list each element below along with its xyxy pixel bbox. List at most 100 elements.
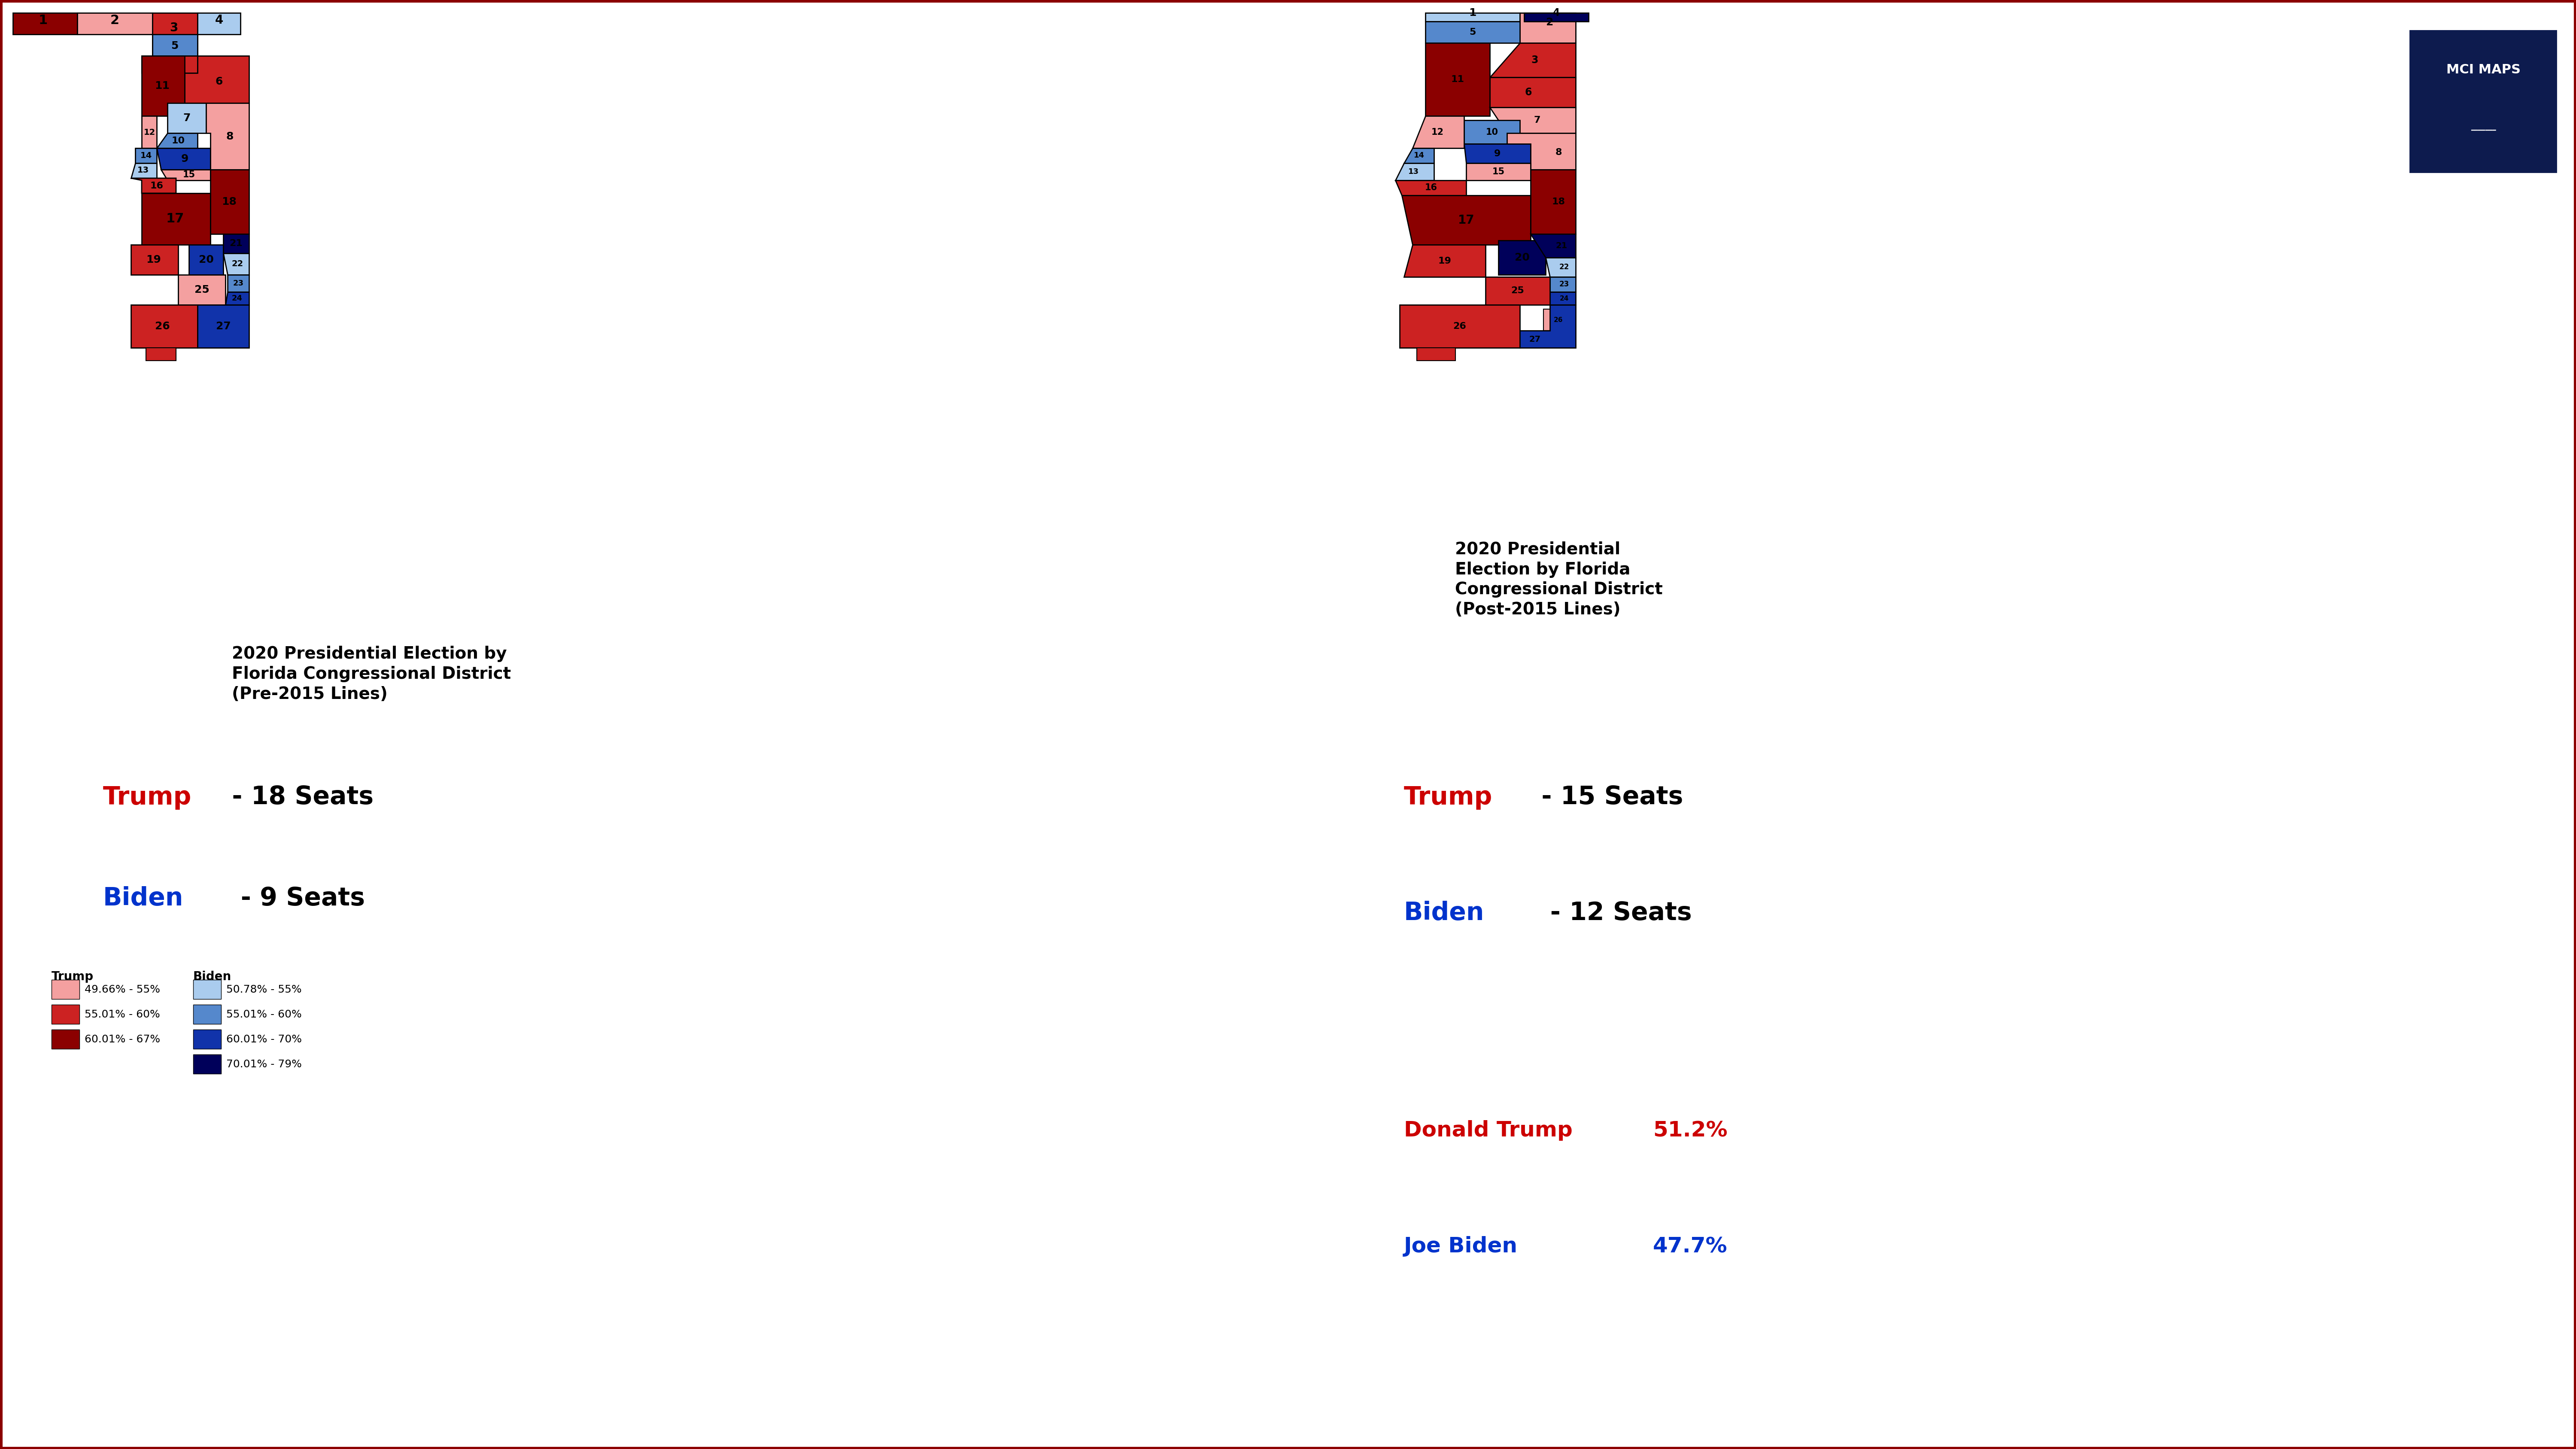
Text: 6: 6 <box>216 77 222 87</box>
Text: 26: 26 <box>155 322 170 332</box>
Polygon shape <box>142 57 185 116</box>
Polygon shape <box>1417 348 1455 361</box>
Bar <box>193 1004 222 1024</box>
Text: 60.01% - 67%: 60.01% - 67% <box>85 1035 160 1045</box>
Polygon shape <box>185 57 250 103</box>
Polygon shape <box>1486 277 1551 304</box>
Text: 23: 23 <box>1558 280 1569 288</box>
Polygon shape <box>142 116 157 148</box>
Text: 27: 27 <box>1530 335 1540 343</box>
Polygon shape <box>1489 107 1577 133</box>
Text: 18: 18 <box>222 197 237 207</box>
Polygon shape <box>131 245 178 275</box>
Text: 2020 Presidential
Election by Florida
Congressional District
(Post-2015 Lines): 2020 Presidential Election by Florida Co… <box>1455 540 1662 619</box>
Polygon shape <box>157 133 198 148</box>
Polygon shape <box>142 57 198 72</box>
Polygon shape <box>227 291 250 304</box>
Text: 51.2%: 51.2% <box>1654 1120 1728 1140</box>
Polygon shape <box>77 13 152 35</box>
Polygon shape <box>1396 164 1435 180</box>
Polygon shape <box>131 178 175 193</box>
Text: ━━━━━━━: ━━━━━━━ <box>2470 128 2496 133</box>
Text: 49.66% - 55%: 49.66% - 55% <box>85 984 160 995</box>
Text: 9: 9 <box>1494 149 1502 158</box>
Text: 16: 16 <box>1425 184 1437 191</box>
Text: Trump: Trump <box>52 971 93 982</box>
Text: Trump: Trump <box>103 785 191 810</box>
Text: 17: 17 <box>1458 214 1473 226</box>
Polygon shape <box>131 164 157 178</box>
Bar <box>193 1055 222 1074</box>
Polygon shape <box>152 13 198 57</box>
Polygon shape <box>1499 241 1546 275</box>
Text: 9: 9 <box>180 154 188 164</box>
Polygon shape <box>160 170 211 180</box>
Polygon shape <box>142 193 211 245</box>
Polygon shape <box>157 148 211 170</box>
Text: 70.01% - 79%: 70.01% - 79% <box>227 1059 301 1069</box>
Text: 25: 25 <box>193 284 209 296</box>
Polygon shape <box>13 13 77 35</box>
Text: 19: 19 <box>1437 256 1450 265</box>
Polygon shape <box>198 13 240 35</box>
Polygon shape <box>1399 304 1520 348</box>
Text: 60.01% - 70%: 60.01% - 70% <box>227 1035 301 1045</box>
Bar <box>52 980 80 998</box>
Polygon shape <box>178 275 227 304</box>
Polygon shape <box>1525 13 1589 22</box>
Text: - 18 Seats: - 18 Seats <box>224 785 374 810</box>
Text: Biden: Biden <box>193 971 232 982</box>
Text: Trump: Trump <box>1404 785 1492 810</box>
Text: 11: 11 <box>1450 75 1463 84</box>
Polygon shape <box>1520 13 1577 43</box>
Text: 15: 15 <box>1492 168 1504 175</box>
Text: 50.78% - 55%: 50.78% - 55% <box>227 984 301 995</box>
Polygon shape <box>1489 77 1577 107</box>
Polygon shape <box>1551 277 1577 291</box>
Polygon shape <box>1530 233 1577 258</box>
Polygon shape <box>1463 120 1520 143</box>
Polygon shape <box>188 245 224 275</box>
Text: 12: 12 <box>1432 128 1443 136</box>
Text: - 12 Seats: - 12 Seats <box>1533 901 1692 926</box>
Text: 8: 8 <box>227 132 234 142</box>
Bar <box>2409 29 2558 174</box>
Polygon shape <box>1412 116 1463 148</box>
Polygon shape <box>211 170 250 233</box>
Bar <box>52 1030 80 1049</box>
Text: 12: 12 <box>144 128 155 136</box>
Text: 27: 27 <box>216 322 232 332</box>
Text: 13: 13 <box>137 167 149 174</box>
Text: 17: 17 <box>165 213 185 225</box>
Text: 14: 14 <box>139 151 152 159</box>
Text: 8: 8 <box>1556 148 1561 156</box>
Text: 4: 4 <box>214 14 224 26</box>
Polygon shape <box>1489 43 1577 77</box>
Polygon shape <box>1404 245 1486 277</box>
Text: Biden: Biden <box>103 887 183 911</box>
Text: 5: 5 <box>170 41 178 51</box>
Text: 23: 23 <box>232 280 245 287</box>
Text: 1: 1 <box>1468 7 1476 17</box>
Text: 1: 1 <box>39 14 46 26</box>
Polygon shape <box>1543 309 1577 330</box>
Text: 2020 Presidential Election by
Florida Congressional District
(Pre-2015 Lines): 2020 Presidential Election by Florida Co… <box>232 646 510 703</box>
Text: 3: 3 <box>1530 55 1538 65</box>
Polygon shape <box>147 348 175 361</box>
Polygon shape <box>198 304 250 348</box>
Polygon shape <box>152 35 198 57</box>
Text: 21: 21 <box>1556 242 1566 249</box>
Text: - 15 Seats: - 15 Seats <box>1533 785 1682 810</box>
Polygon shape <box>224 233 250 254</box>
Text: MCI MAPS: MCI MAPS <box>2447 64 2519 75</box>
Text: 3: 3 <box>170 22 178 33</box>
Polygon shape <box>206 103 250 170</box>
Text: 26: 26 <box>1553 317 1564 323</box>
Bar <box>52 1004 80 1024</box>
Polygon shape <box>1530 170 1577 233</box>
Text: 22: 22 <box>232 259 242 268</box>
Text: 25: 25 <box>1512 287 1525 296</box>
Polygon shape <box>224 254 250 275</box>
Text: 55.01% - 60%: 55.01% - 60% <box>227 1010 301 1020</box>
Polygon shape <box>1463 143 1530 164</box>
